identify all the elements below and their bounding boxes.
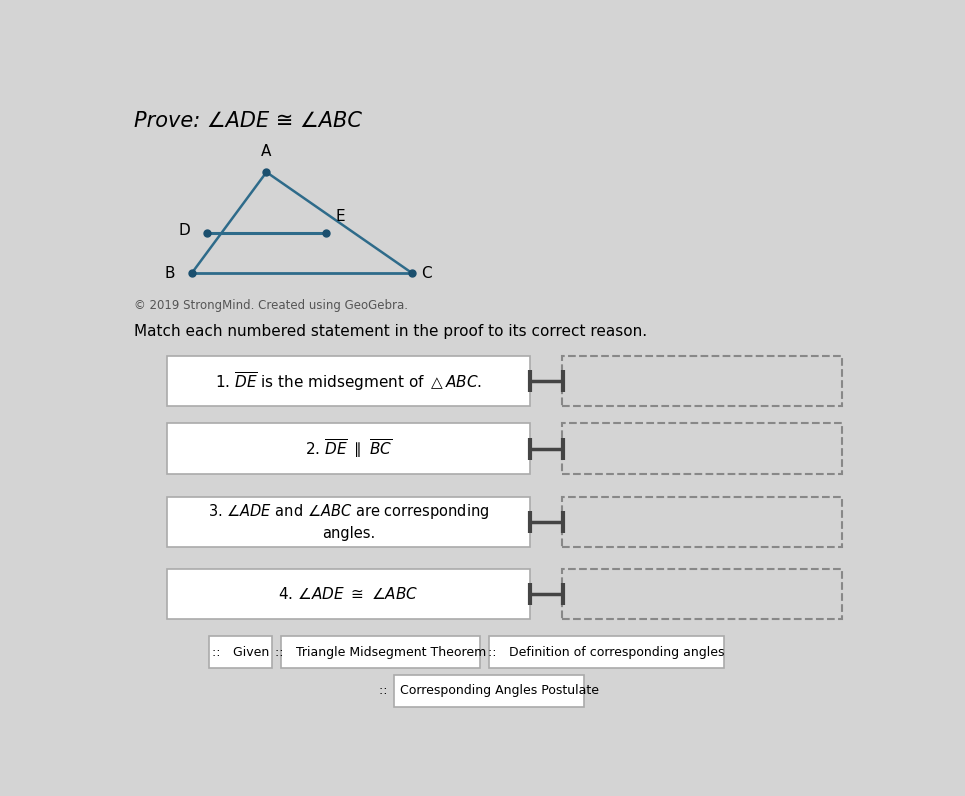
- FancyBboxPatch shape: [167, 568, 530, 619]
- Text: angles.: angles.: [321, 525, 375, 540]
- Text: 4. $\angle ADE$ $\cong$ $\angle ABC$: 4. $\angle ADE$ $\cong$ $\angle ABC$: [278, 586, 419, 602]
- Text: :: Corresponding Angles Postulate: :: Corresponding Angles Postulate: [379, 685, 599, 697]
- Text: :: Given: :: Given: [212, 646, 269, 658]
- FancyBboxPatch shape: [562, 497, 842, 547]
- Text: C: C: [422, 266, 432, 281]
- Text: A: A: [262, 143, 272, 158]
- FancyBboxPatch shape: [167, 356, 530, 406]
- Text: © 2019 StrongMind. Created using GeoGebra.: © 2019 StrongMind. Created using GeoGebr…: [134, 299, 408, 312]
- Text: :: Triangle Midsegment Theorem: :: Triangle Midsegment Theorem: [275, 646, 486, 658]
- Text: B: B: [165, 266, 176, 281]
- Text: 3. $\angle ADE$ and $\angle ABC$ are corresponding: 3. $\angle ADE$ and $\angle ABC$ are cor…: [207, 501, 489, 521]
- FancyBboxPatch shape: [208, 636, 272, 668]
- Text: 1. $\overline{DE}$ is the midsegment of $\triangle ABC$.: 1. $\overline{DE}$ is the midsegment of …: [215, 370, 482, 392]
- FancyBboxPatch shape: [562, 356, 842, 406]
- FancyBboxPatch shape: [167, 497, 530, 547]
- Text: E: E: [335, 209, 345, 224]
- FancyBboxPatch shape: [562, 423, 842, 474]
- Text: D: D: [179, 223, 190, 238]
- Text: :: Definition of corresponding angles: :: Definition of corresponding angles: [488, 646, 725, 658]
- FancyBboxPatch shape: [488, 636, 724, 668]
- Text: 2. $\overline{DE}$ $\parallel$ $\overline{BC}$: 2. $\overline{DE}$ $\parallel$ $\overlin…: [305, 437, 392, 460]
- FancyBboxPatch shape: [167, 423, 530, 474]
- FancyBboxPatch shape: [562, 568, 842, 619]
- Text: Match each numbered statement in the proof to its correct reason.: Match each numbered statement in the pro…: [134, 323, 648, 338]
- Text: Prove: ∠ADE ≅ ∠ABC: Prove: ∠ADE ≅ ∠ABC: [134, 111, 362, 131]
- FancyBboxPatch shape: [282, 636, 480, 668]
- FancyBboxPatch shape: [394, 675, 584, 707]
